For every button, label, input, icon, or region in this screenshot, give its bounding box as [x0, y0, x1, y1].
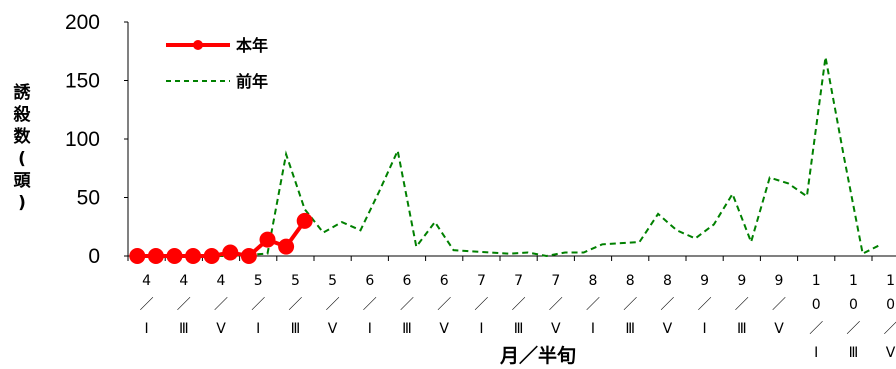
x-tick-label: 10／Ⅴ [884, 273, 896, 361]
data-point [129, 248, 146, 264]
data-point [222, 244, 239, 261]
x-tick-label: 4 ／ Ⅴ [214, 273, 228, 337]
legend-marker-this-year [193, 40, 203, 50]
x-tick-label: 7 ／ Ⅲ [512, 273, 526, 337]
x-tick-label: 9 ／ Ⅲ [735, 273, 749, 337]
x-tick-label: 5 ／ Ⅰ [251, 273, 265, 337]
x-tick-label: 6 ／ Ⅰ [363, 273, 377, 337]
x-tick-label: 7 ／ Ⅰ [474, 273, 488, 337]
data-point [240, 248, 257, 264]
x-tick-label: 9 ／ Ⅴ [772, 273, 786, 337]
data-point [259, 231, 276, 248]
x-tick-label: 7 ／ Ⅴ [549, 273, 563, 337]
series-line-0 [137, 219, 307, 259]
legend: 本年 前年 [166, 36, 268, 91]
x-tick-label: 4 ／ Ⅰ [140, 273, 154, 337]
series-lines [137, 56, 882, 259]
y-tick-label: 200 [65, 11, 100, 34]
legend-label-this-year: 本年 [236, 36, 268, 55]
x-tick-label: 4 ／ Ⅲ [177, 273, 191, 337]
y-tick-label: 0 [88, 245, 100, 268]
x-axis-label: 月／半旬 [499, 344, 576, 367]
x-tick-label: 8 ／ Ⅲ [623, 273, 637, 337]
data-point [296, 212, 313, 229]
legend-label-last-year: 前年 [236, 72, 268, 91]
y-axis-label-group: 誘殺数(頭) [13, 82, 32, 213]
x-tick-label: 5 ／ Ⅴ [326, 273, 340, 337]
y-ticks: 0 50 100 150 200 [65, 11, 128, 268]
x-tick-label: 5 ／ Ⅲ [288, 273, 302, 337]
y-tick-label: 50 [77, 187, 100, 210]
data-point [185, 248, 202, 264]
series-markers [129, 212, 313, 264]
y-tick-label: 150 [65, 70, 100, 93]
x-tick-label: 8 ／ Ⅴ [660, 273, 674, 337]
data-point [278, 238, 295, 255]
x-tick-label: 1 0 ／ Ⅰ [809, 273, 823, 361]
series-line-1 [137, 56, 882, 258]
y-tick-label: 100 [65, 128, 100, 151]
x-tick-label: 6 ／ Ⅴ [437, 273, 451, 337]
y-axis-label: 誘殺数(頭) [13, 82, 32, 213]
data-point [147, 248, 164, 264]
data-point [203, 248, 220, 264]
x-tick-label: 9 ／ Ⅰ [698, 273, 712, 337]
x-ticks: 4 ／ Ⅰ 4 ／ Ⅲ 4 ／ Ⅴ 5 ／ Ⅰ 5 ／ Ⅲ 5 ／ Ⅴ 6 ／ Ⅰ 6 ／ Ⅲ 6 ／ Ⅴ 7 ／ Ⅰ 7 ／ Ⅲ 7 ／ Ⅴ 8 ／ Ⅰ 8… [127, 256, 896, 361]
x-tick-label: 6 ／ Ⅲ [400, 273, 414, 337]
data-point [166, 248, 183, 264]
x-tick-label: 8 ／ Ⅰ [586, 273, 600, 337]
x-tick-label: 1 0 ／ Ⅲ [846, 273, 860, 361]
